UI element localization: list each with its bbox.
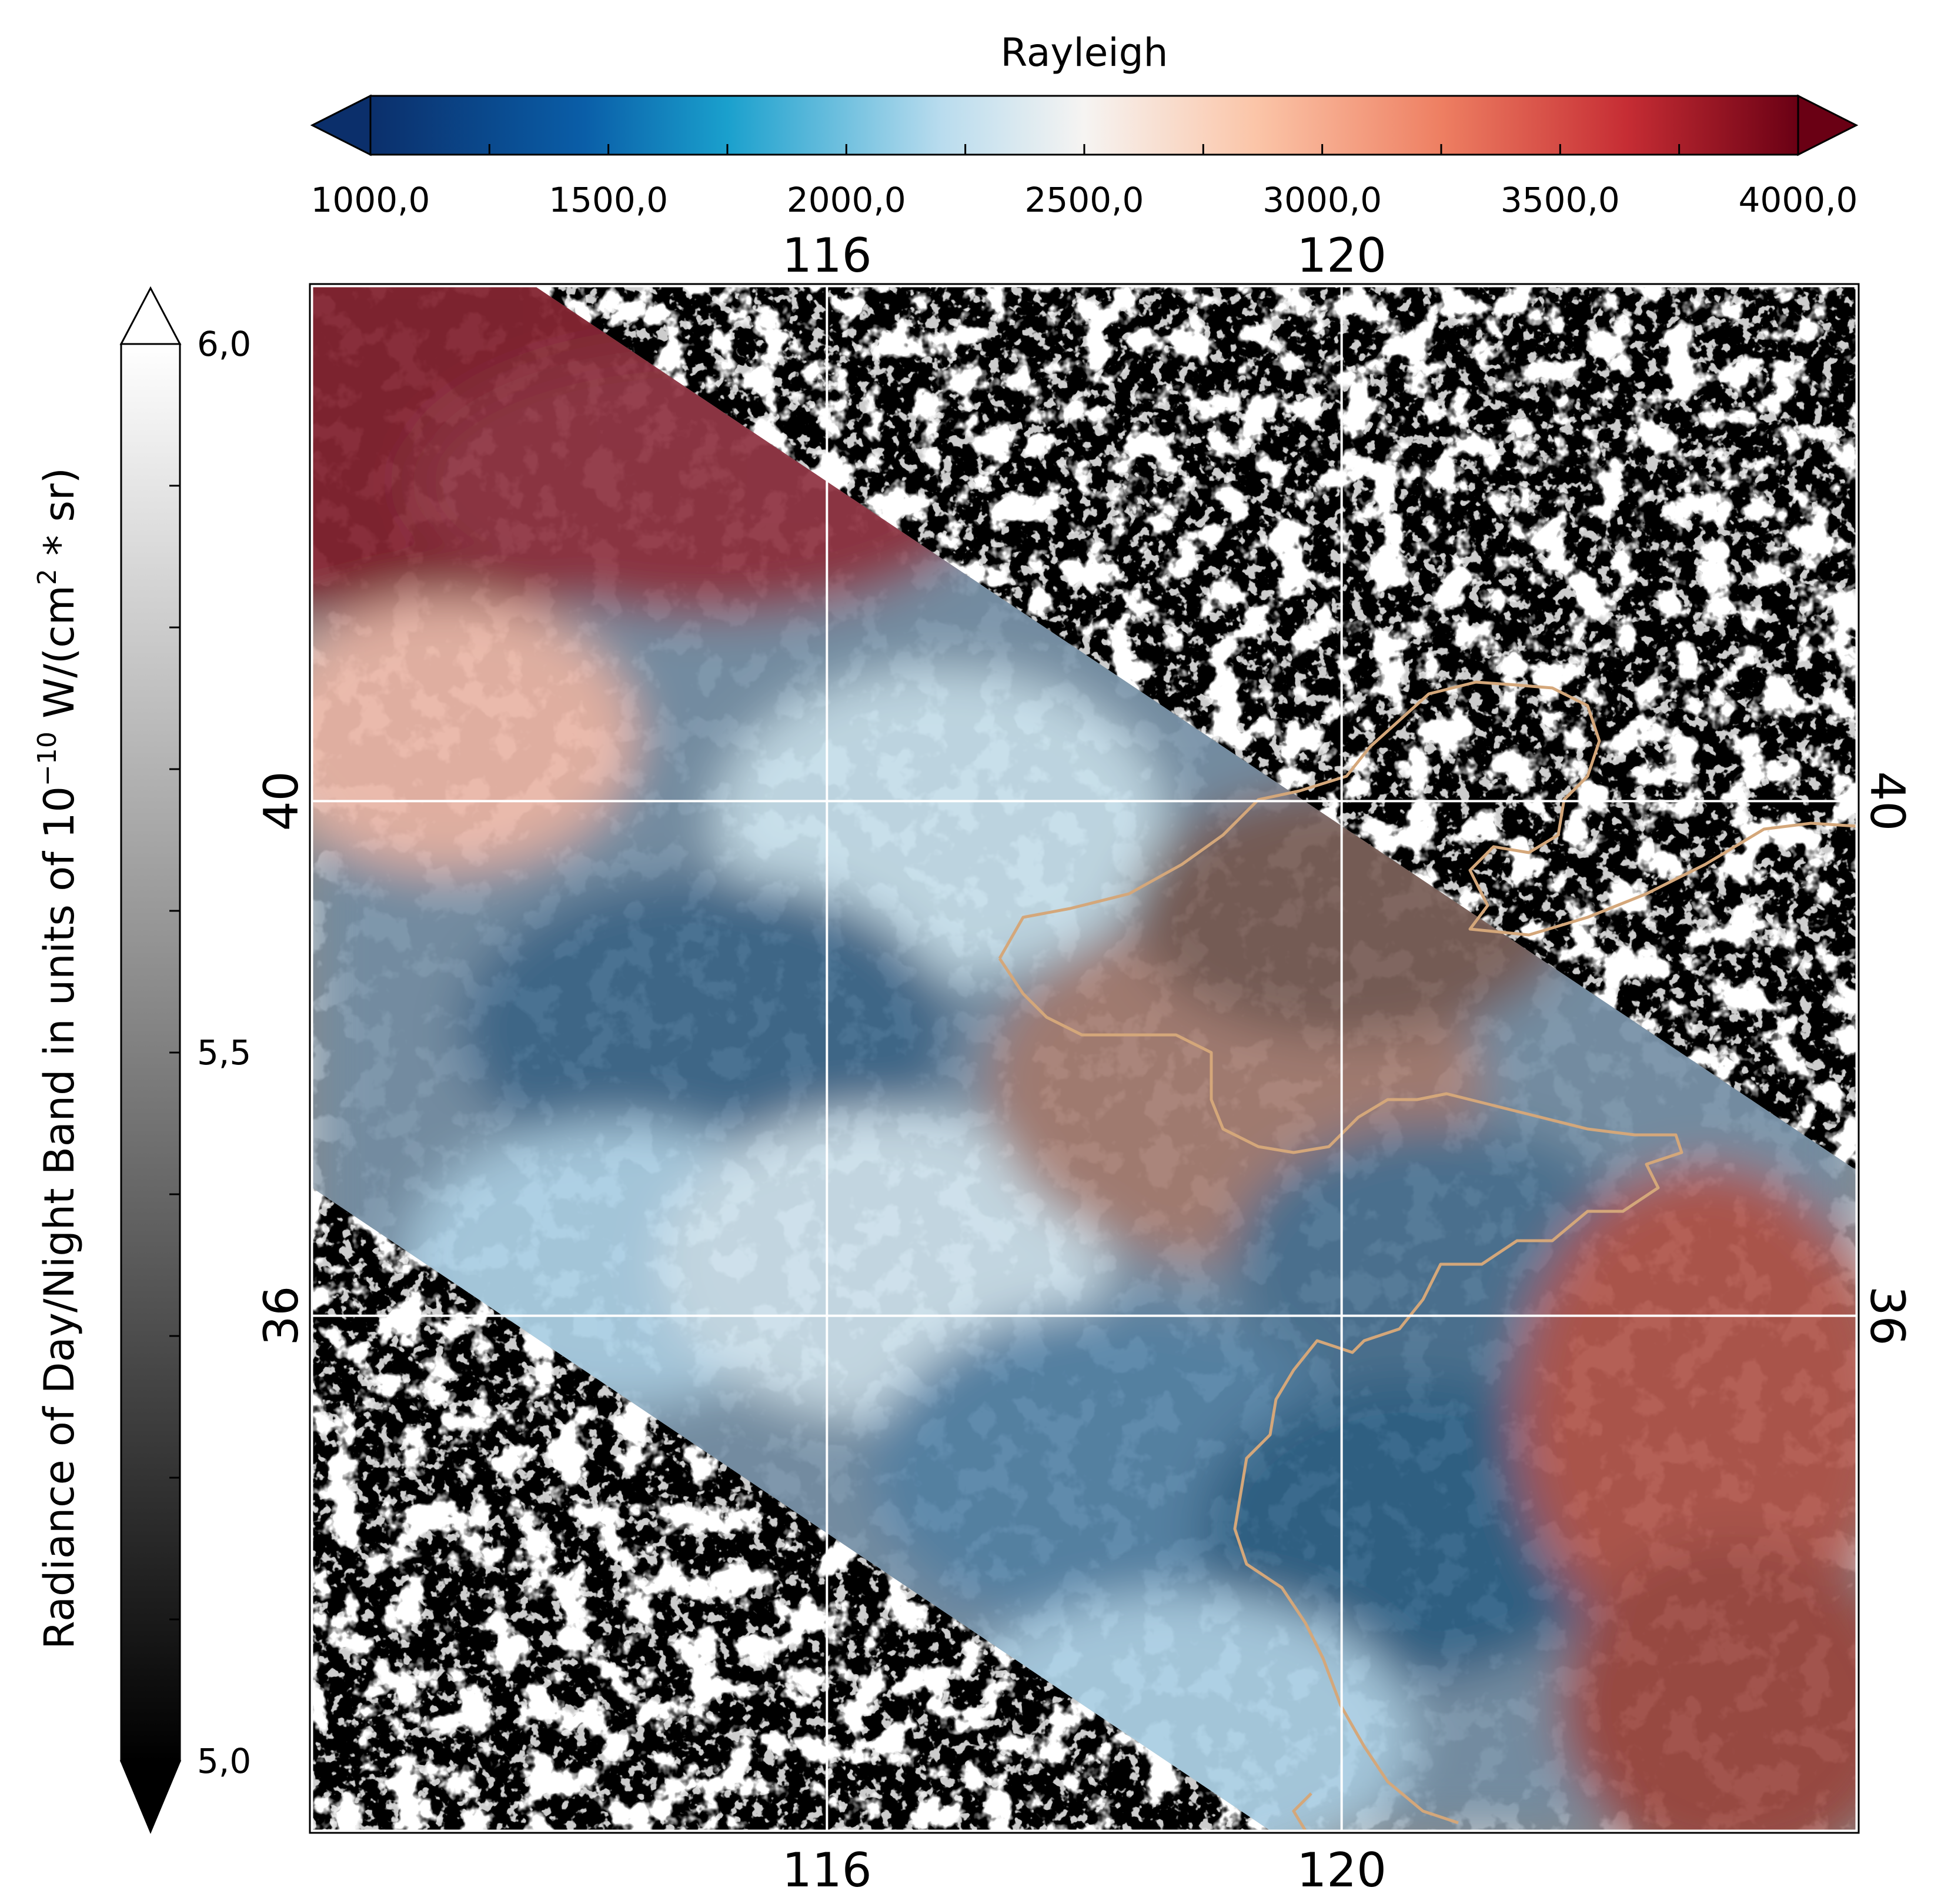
left-colorbar-ticks: 5,0 5,5 6,0 [169,324,251,1781]
left-colorbar: 5,0 5,5 6,0 Radiance of Day/Night Band in … [32,286,251,1834]
top-colorbar-title: Rayleigh [1001,30,1168,75]
lon-label-bottom: 120 [1297,1843,1387,1898]
lat-label-left: 36 [254,1286,309,1346]
coastline [998,680,1856,1830]
top-colorbar-tick-label: 4000,0 [1739,180,1858,220]
lon-label-top: 120 [1297,228,1387,283]
left-colorbar-tick-label: 6,0 [197,324,251,364]
map-grid [312,286,1856,1830]
top-colorbar-tick-label: 2500,0 [1025,180,1144,220]
top-colorbar-ticks: 1000,0 1500,0 2000,0 2500,0 3000,0 3500,0 4000… [311,144,1858,220]
lat-label-left: 40 [254,771,309,831]
lon-label-bottom: 116 [782,1843,872,1898]
lat-label-right: 40 [1860,771,1915,831]
lon-label-top: 116 [782,228,872,283]
lat-label-right: 36 [1860,1286,1915,1346]
left-colorbar-title: Radiance of Day/Night Band in units of 1… [32,467,83,1649]
top-colorbar-tick-label: 1500,0 [549,180,668,220]
top-colorbar-tick-label: 1000,0 [311,180,430,220]
map-panel: 116 116 120 120 40 40 36 36 [254,228,1915,1898]
top-colorbar-low-extend [310,94,372,156]
top-colorbar-tick-label: 2000,0 [787,180,906,220]
top-colorbar-high-extend [1797,94,1859,156]
left-colorbar-high-extend [119,286,182,345]
left-colorbar-tick-label: 5,5 [197,1033,251,1073]
map-frame [309,283,1860,1834]
top-colorbar: Rayleigh 1000,0 1500,0 2000,0 2500,0 3000,0 3… [310,30,1859,220]
map-tick-labels: 116 116 120 120 40 40 36 36 [254,228,1915,1898]
top-colorbar-tick-label: 3500,0 [1501,180,1620,220]
left-colorbar-tick-label: 5,0 [197,1741,251,1781]
left-colorbar-low-extend [119,1760,182,1834]
top-colorbar-tick-label: 3000,0 [1262,180,1382,220]
